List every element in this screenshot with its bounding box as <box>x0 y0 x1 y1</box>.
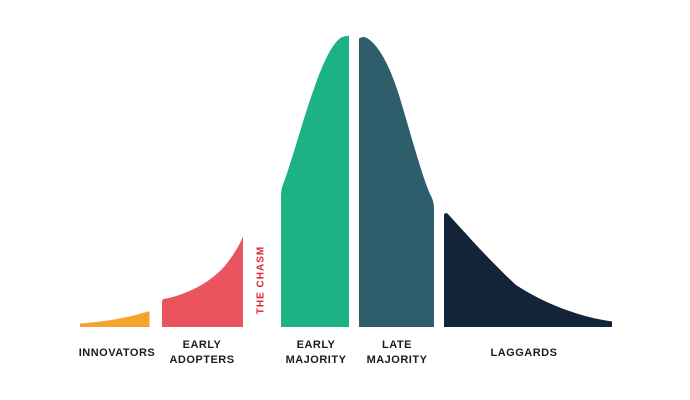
early-adopters-label: EARLY ADOPTERS <box>169 338 234 368</box>
late-majority-label: LATE MAJORITY <box>367 338 428 368</box>
chasm-label: THE CHASM <box>255 245 267 315</box>
early-majority-label-line1: EARLY <box>296 339 336 351</box>
early-adopters-label-line2: ADOPTERS <box>169 354 235 366</box>
laggards-label-line1: LAGGARDS <box>490 346 558 359</box>
early-adopters-label-line1: EARLY <box>182 339 222 351</box>
innovators-label-line1: INNOVATORS <box>78 346 156 359</box>
late-majority-segment-shape <box>359 37 434 327</box>
early-majority-label: EARLY MAJORITY <box>286 338 347 368</box>
late-majority-label-line2: MAJORITY <box>366 354 428 366</box>
laggards-label: LAGGARDS <box>491 338 558 368</box>
early-majority-label-line2: MAJORITY <box>285 354 347 366</box>
laggards-segment-shape <box>444 213 612 327</box>
late-majority-label-line1: LATE <box>382 339 412 351</box>
innovators-label: INNOVATORS <box>79 338 156 368</box>
early-adopters-segment-shape <box>162 237 243 327</box>
early-majority-segment-shape <box>281 35 349 328</box>
innovators-segment-shape <box>80 311 150 327</box>
